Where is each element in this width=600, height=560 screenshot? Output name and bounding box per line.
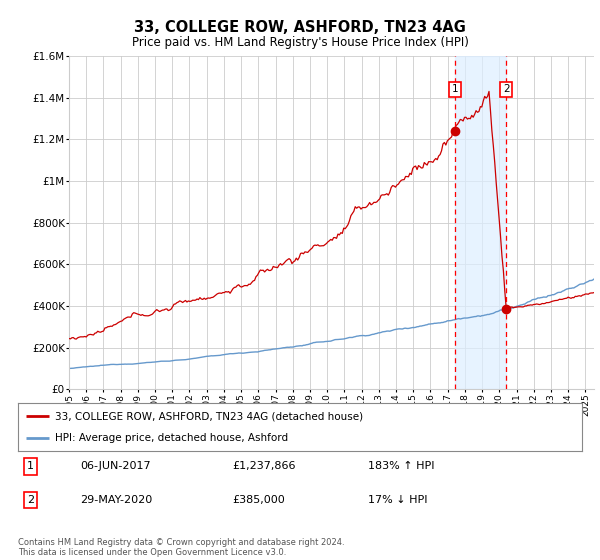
Text: Price paid vs. HM Land Registry's House Price Index (HPI): Price paid vs. HM Land Registry's House …	[131, 36, 469, 49]
Text: 1: 1	[27, 461, 34, 472]
Text: 29-MAY-2020: 29-MAY-2020	[80, 495, 152, 505]
Bar	[455, 56, 506, 389]
Text: 33, COLLEGE ROW, ASHFORD, TN23 4AG (detached house): 33, COLLEGE ROW, ASHFORD, TN23 4AG (deta…	[55, 411, 363, 421]
Text: 2: 2	[27, 495, 34, 505]
Text: 183% ↑ HPI: 183% ↑ HPI	[368, 461, 434, 472]
Text: £1,237,866: £1,237,866	[232, 461, 296, 472]
Text: Contains HM Land Registry data © Crown copyright and database right 2024.
This d: Contains HM Land Registry data © Crown c…	[18, 538, 344, 557]
Text: 1: 1	[452, 85, 458, 94]
Text: 06-JUN-2017: 06-JUN-2017	[80, 461, 151, 472]
Text: 33, COLLEGE ROW, ASHFORD, TN23 4AG: 33, COLLEGE ROW, ASHFORD, TN23 4AG	[134, 20, 466, 35]
Text: HPI: Average price, detached house, Ashford: HPI: Average price, detached house, Ashf…	[55, 433, 288, 443]
Text: £385,000: £385,000	[232, 495, 285, 505]
Text: 17% ↓ HPI: 17% ↓ HPI	[368, 495, 427, 505]
Text: 2: 2	[503, 85, 509, 94]
